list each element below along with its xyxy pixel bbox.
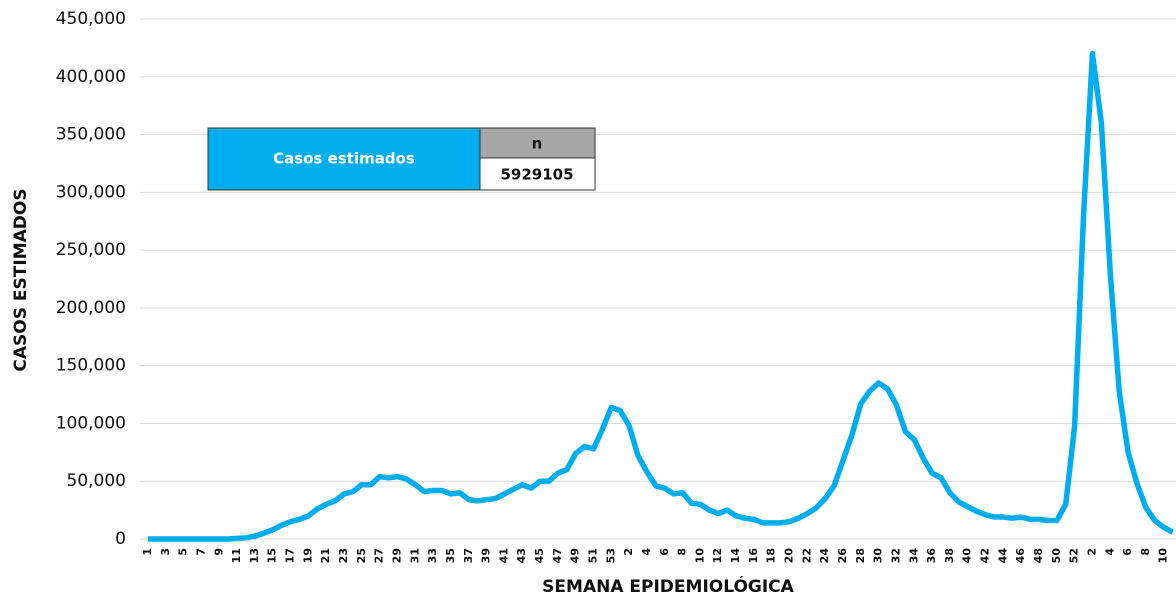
summary-table: Casos estimados n 5929105 xyxy=(207,127,596,191)
x-tick-label: 27 xyxy=(373,548,386,563)
table-label: Casos estimados xyxy=(273,150,415,168)
series-line xyxy=(148,50,1174,542)
x-tick-label: 17 xyxy=(284,548,297,563)
plot: 0 50,000 100,000 150,000 200,000 250,000 300,0… xyxy=(56,9,1176,563)
x-tick-label: 10 xyxy=(693,548,706,564)
x-tick-label: 12 xyxy=(711,548,724,563)
x-tick-label: 15 xyxy=(266,548,279,563)
y-axis-label: CASOS ESTIMADOS xyxy=(11,188,31,371)
x-tick-label: 39 xyxy=(480,548,493,563)
x-tick-label: 34 xyxy=(907,548,920,564)
y-tick-label: 250,000 xyxy=(56,240,126,260)
x-tick-label: 2 xyxy=(1085,548,1098,556)
x-tick-label: 13 xyxy=(248,548,261,563)
x-tick-label: 2 xyxy=(622,548,635,556)
y-tick-label: 100,000 xyxy=(56,413,126,433)
y-tick-label: 450,000 xyxy=(56,9,126,29)
table-value-cell xyxy=(479,157,596,191)
x-tick-label: 22 xyxy=(800,548,813,563)
x-tick-label: 19 xyxy=(301,548,314,563)
x-tick-label: 5 xyxy=(177,548,190,556)
x-axis-label: SEMANA EPIDEMIOLÓGICA xyxy=(542,575,794,597)
x-tick-label: 4 xyxy=(1103,548,1116,556)
x-tick-label: 48 xyxy=(1032,548,1045,563)
x-tick-label: 35 xyxy=(444,548,457,563)
x-tick-label: 43 xyxy=(515,548,528,563)
x-tick-label: 40 xyxy=(961,548,974,564)
x-tick-label: 37 xyxy=(462,548,475,563)
x-tick-label: 26 xyxy=(836,548,849,564)
x-tick-label: 36 xyxy=(925,548,938,564)
x-tick-label: 20 xyxy=(783,548,796,564)
x-tick-label: 38 xyxy=(943,548,956,563)
y-tick-label: 50,000 xyxy=(67,471,126,491)
x-tick-label: 24 xyxy=(818,548,831,564)
x-tick-label: 9 xyxy=(212,548,225,556)
table-header-cell xyxy=(479,127,596,159)
x-tick-label: 30 xyxy=(872,548,885,564)
x-tick-label: 21 xyxy=(319,548,332,563)
table-header: n xyxy=(532,135,543,153)
x-tick-label: 45 xyxy=(533,548,546,563)
x-tick-label: 46 xyxy=(1014,548,1027,564)
x-tick-label: 8 xyxy=(1139,548,1152,556)
y-tick-label: 200,000 xyxy=(56,298,126,318)
x-tick-label: 23 xyxy=(337,548,350,563)
x-tick-label: 29 xyxy=(390,548,403,563)
x-tick-label: 47 xyxy=(551,548,564,563)
table-value: 5929105 xyxy=(500,166,573,184)
y-tick-label: 150,000 xyxy=(56,356,126,376)
x-tick-label: 1 xyxy=(141,548,154,556)
x-tick-label: 51 xyxy=(587,548,600,563)
x-tick-label: 31 xyxy=(408,548,421,563)
x-tick-label: 6 xyxy=(658,548,671,556)
x-tick-label: 7 xyxy=(194,548,207,556)
x-tick-label: 14 xyxy=(729,548,742,564)
x-tick-label: 8 xyxy=(676,548,689,556)
x-tick-label: 52 xyxy=(1068,548,1081,563)
x-tick-label: 6 xyxy=(1121,548,1134,556)
x-tick-label: 50 xyxy=(1050,548,1063,564)
x-tick-label: 53 xyxy=(604,548,617,563)
x-tick-label: 44 xyxy=(996,548,1009,564)
x-tick-label: 11 xyxy=(230,548,243,563)
x-tick-label: 42 xyxy=(979,548,992,563)
x-tick-label: 49 xyxy=(569,548,582,563)
y-tick-label: 300,000 xyxy=(56,182,126,202)
x-tick-label: 3 xyxy=(159,548,172,556)
x-tick-label: 10 xyxy=(1157,548,1170,564)
x-tick-label: 33 xyxy=(426,548,439,563)
x-tick-label: 25 xyxy=(355,548,368,563)
y-tick-label: 350,000 xyxy=(56,125,126,145)
y-tick-label: 400,000 xyxy=(56,67,126,87)
x-tick-label: 28 xyxy=(854,548,867,563)
x-tick-label: 18 xyxy=(765,548,778,563)
x-tick-label: 32 xyxy=(889,548,902,563)
x-tick-label: 41 xyxy=(497,548,510,563)
y-tick-label: 0 xyxy=(115,529,126,549)
x-tick-label: 4 xyxy=(640,548,653,556)
x-tick-label: 16 xyxy=(747,548,760,564)
